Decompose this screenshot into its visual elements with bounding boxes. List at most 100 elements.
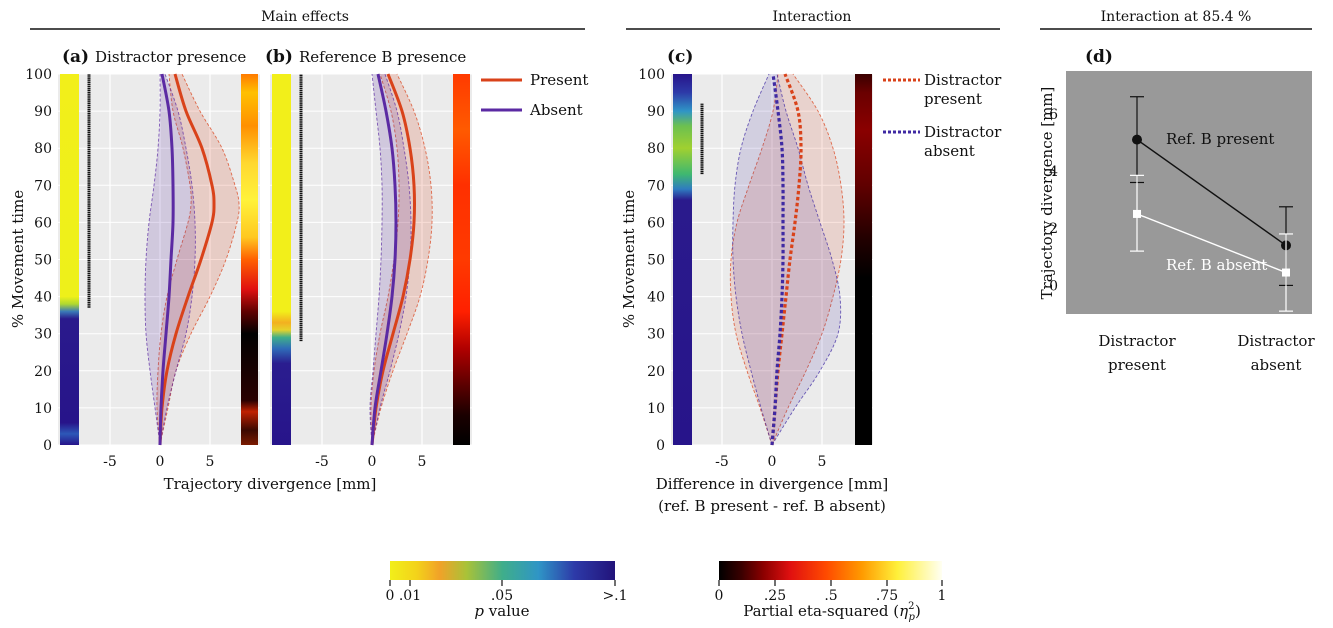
y-tick-label: 80 xyxy=(34,141,52,157)
ci-lower-distractor-absent xyxy=(732,73,773,446)
p-tick-label: .01 xyxy=(399,588,421,604)
ci-upper-absent xyxy=(159,73,196,446)
ci-band-distractor-absent xyxy=(732,74,841,445)
panel-d-ylabel: Trajectory divergence [mm] xyxy=(1038,87,1056,300)
header-interaction: Interaction xyxy=(773,9,852,25)
legend-c: Distractor present Distractor absent xyxy=(883,71,1002,160)
panel-a: 0 10 20 30 40 50 60 70 80 90 100 -5 0 5 (a) Distract… xyxy=(25,47,260,470)
legend-absent-label: Absent xyxy=(529,101,583,119)
d-y-tick-label: 6 xyxy=(1049,107,1058,123)
x-tick-label: 5 xyxy=(818,454,827,470)
panel-d-letter: (d) xyxy=(1085,47,1113,67)
panel-a-eta-bar xyxy=(241,74,258,445)
y-tick-label: 40 xyxy=(34,290,52,306)
eta-tick-label: .5 xyxy=(824,588,837,604)
y-tick-label: 20 xyxy=(34,364,52,380)
panel-b-gridlines xyxy=(270,73,472,446)
eta-colorbar-gradient xyxy=(719,561,942,580)
ci-upper-present xyxy=(371,73,433,446)
mean-line-absent xyxy=(158,73,175,446)
panel-ab-xlabel: Trajectory divergence [mm] xyxy=(164,475,377,493)
mean-line-present xyxy=(158,73,216,446)
y-tick-label: 20 xyxy=(647,364,665,380)
ci-lower-distractor-present xyxy=(729,73,779,446)
ci-upper-distractor-present xyxy=(771,73,845,446)
y-tick-label: 100 xyxy=(638,67,665,83)
x-tick-label: 0 xyxy=(368,454,377,470)
panel-b-eta-bar xyxy=(453,74,470,445)
panel-a-gridlines xyxy=(58,73,260,446)
p-tick-label: .05 xyxy=(491,588,513,604)
y-tick-label: 10 xyxy=(647,401,665,417)
y-tick-label: 70 xyxy=(34,178,52,194)
panel-b: -5 0 5 (b) Reference B presence xyxy=(265,47,472,470)
y-tick-label: 90 xyxy=(647,104,665,120)
header-main-effects: Main effects xyxy=(261,9,349,25)
panel-a-title: Distractor presence xyxy=(95,48,246,66)
panel-c-gridlines xyxy=(671,73,873,446)
y-tick-label: 70 xyxy=(647,178,665,194)
x-tick-label: 5 xyxy=(206,454,215,470)
y-tick-label: 30 xyxy=(34,327,52,343)
panel-c-pvalue-bar xyxy=(673,74,692,445)
ci-band-absent xyxy=(369,74,412,445)
panel-d-xcat1-line2: present xyxy=(1108,356,1166,374)
x-tick-label: 0 xyxy=(156,454,165,470)
header-interaction-at: Interaction at 85.4 % xyxy=(1101,9,1252,25)
d-y-tick-label: 2 xyxy=(1049,221,1058,237)
eta-tick-label: .25 xyxy=(764,588,786,604)
x-tick-label: 0 xyxy=(768,454,777,470)
ci-band-distractor-present xyxy=(730,74,844,445)
panel-d-xcat2-line2: absent xyxy=(1251,356,1302,374)
y-tick-label: 50 xyxy=(34,253,52,269)
panel-b-title: Reference B presence xyxy=(299,48,466,66)
panel-c-eta-bar xyxy=(855,74,872,445)
panel-c-ylabel: % Movement time xyxy=(620,190,638,328)
ci-band-present xyxy=(370,74,433,445)
y-tick-label: 40 xyxy=(647,290,665,306)
p-tick-label: >.1 xyxy=(602,588,627,604)
legend-present-label: Present xyxy=(530,71,588,89)
mean-line-distractor-present xyxy=(770,73,803,446)
legend-distractor-absent-line2: absent xyxy=(924,142,975,160)
y-tick-label: 80 xyxy=(647,141,665,157)
data-point-square xyxy=(1133,209,1141,218)
panel-d-xcat2-line1: Distractor xyxy=(1237,332,1315,350)
y-tick-label: 60 xyxy=(647,215,665,231)
panel-b-letter: (b) xyxy=(265,47,293,67)
panel-a-pvalue-bar xyxy=(60,74,79,445)
y-tick-label: 50 xyxy=(647,253,665,269)
panel-d: 0 2 4 6 (d) Ref. B present Ref. B absent xyxy=(1049,47,1312,314)
panel-d-xcat1-line1: Distractor xyxy=(1098,332,1176,350)
panel-c: 0 10 20 30 40 50 60 70 80 90 100 -5 0 5 (c) xyxy=(638,47,873,470)
eta-colorbar: 0 .25 .5 .75 1 Partial eta-squared (η2 p) xyxy=(715,561,947,623)
x-tick-label: 5 xyxy=(418,454,427,470)
mean-line-absent xyxy=(370,73,398,446)
panel-c-xlabel-line1: Difference in divergence [mm] xyxy=(656,475,889,493)
eta-tick-label: 0 xyxy=(715,588,724,604)
mean-line-distractor-absent xyxy=(770,73,785,446)
y-tick-label: 30 xyxy=(647,327,665,343)
ci-lower-absent xyxy=(369,73,383,446)
y-tick-label: 0 xyxy=(43,438,52,454)
y-tick-label: 10 xyxy=(34,401,52,417)
d-y-tick-label: 4 xyxy=(1049,164,1058,180)
ci-lower-present xyxy=(156,73,192,446)
y-tick-label: 60 xyxy=(34,215,52,231)
y-tick-label: 0 xyxy=(656,438,665,454)
data-point-circle xyxy=(1132,134,1142,145)
x-tick-label: -5 xyxy=(103,454,117,470)
p-tick-label: 0 xyxy=(386,588,395,604)
pvalue-colorbar-label: p value xyxy=(474,602,529,620)
panel-d-series1-label: Ref. B present xyxy=(1166,130,1274,148)
data-point-square xyxy=(1282,268,1290,277)
eta-tick-label: 1 xyxy=(938,588,947,604)
x-tick-label: -5 xyxy=(315,454,329,470)
series-line-ref-b-present xyxy=(1136,139,1287,246)
legend-distractor-present-line2: present xyxy=(924,90,982,108)
ci-lower-absent xyxy=(144,73,161,446)
d-y-tick-label: 0 xyxy=(1049,278,1058,294)
y-tick-label: 90 xyxy=(34,104,52,120)
panel-d-series2-label: Ref. B absent xyxy=(1166,256,1267,274)
